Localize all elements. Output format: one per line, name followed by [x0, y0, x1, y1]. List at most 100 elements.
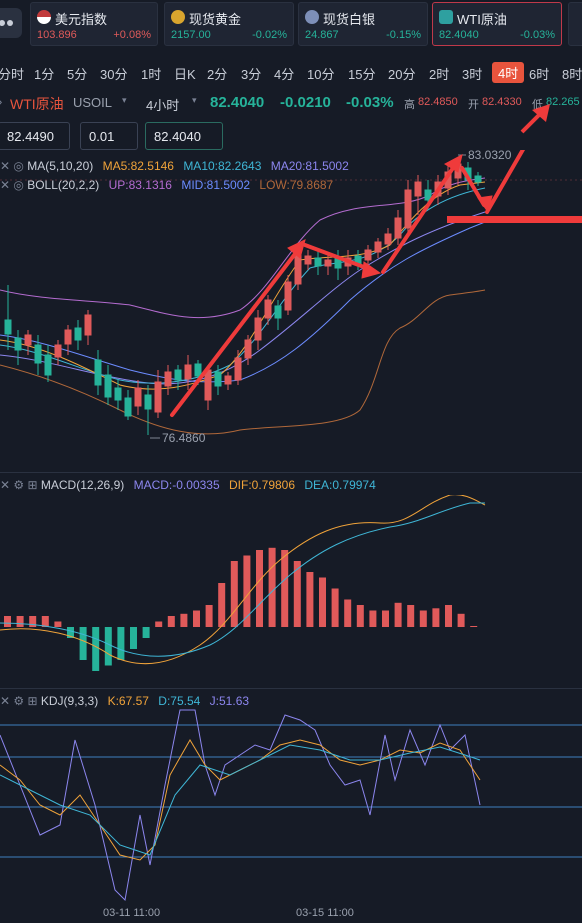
- tab-timeframe[interactable]: 4分: [274, 67, 295, 82]
- sell-price-field[interactable]: 82.4490: [0, 122, 70, 150]
- candle: [164, 365, 172, 395]
- tab-timeframe[interactable]: 20分: [388, 67, 416, 82]
- j-line: [0, 709, 481, 902]
- macd-bar: [41, 616, 49, 627]
- tab-timeframe[interactable]: 8时: [562, 67, 582, 82]
- quote-card-dxy[interactable]: 美元指数 103.896 +0.08%: [30, 2, 158, 46]
- boll-upper-line: [0, 177, 486, 319]
- buy-price-field[interactable]: 82.4040: [145, 122, 223, 150]
- macd-bar: [79, 627, 87, 660]
- macd-bar: [356, 605, 364, 627]
- close-icon[interactable]: ✕ ⚙ ⊞: [0, 478, 41, 492]
- tab-timeframe[interactable]: 6时: [529, 67, 550, 82]
- boll-mid-line: [0, 221, 486, 383]
- macd-bar: [256, 550, 263, 627]
- candle: [374, 238, 382, 258]
- dif-line: [0, 495, 486, 665]
- macd-bar: [382, 610, 389, 627]
- ma20-line: [0, 211, 486, 385]
- candle: [54, 340, 62, 365]
- candle: [224, 372, 232, 390]
- oil-icon: [439, 10, 453, 24]
- tab-timeframe[interactable]: 10分: [307, 67, 335, 82]
- candle: [214, 365, 222, 395]
- lot-size-field[interactable]: 0.01: [80, 122, 138, 150]
- quote-card-wti[interactable]: WTI原油 82.4040 -0.03%: [432, 2, 562, 46]
- collapse-icon[interactable]: ›: [0, 94, 2, 109]
- tab-timeframe[interactable]: 30分: [100, 67, 128, 82]
- macd-bar: [4, 616, 11, 627]
- tab-timeframe[interactable]: 2时: [429, 67, 450, 82]
- menu-icon[interactable]: [0, 8, 22, 38]
- quote-card-silver[interactable]: 现货白银 24.867 -0.15%: [298, 2, 428, 46]
- tab-timeframe[interactable]: 2分: [207, 67, 228, 82]
- boll-low-value: LOW:79.8687: [259, 178, 334, 192]
- symbol-name[interactable]: WTI原油: [10, 96, 64, 112]
- tab-timeframe[interactable]: 5分: [67, 67, 88, 82]
- tab-timeframe-selected[interactable]: 4时: [492, 62, 525, 83]
- quote-name: 现货黄金: [189, 12, 242, 27]
- macd-bar: [193, 610, 200, 627]
- price-chart[interactable]: 83.0320 76.4860: [0, 150, 582, 472]
- macd-bar: [394, 602, 402, 627]
- period-select[interactable]: 4小时: [146, 98, 180, 113]
- macd-bar: [419, 610, 427, 627]
- tab-timeframe[interactable]: 3时: [462, 67, 483, 82]
- quote-bar: 美元指数 103.896 +0.08% 现货黄金 2157.00 -0.02% …: [0, 0, 582, 50]
- candle: [184, 355, 192, 390]
- candle: [74, 320, 82, 350]
- macd-chart[interactable]: [0, 495, 582, 687]
- tab-timeframe[interactable]: 日K: [174, 67, 196, 82]
- dif-value: DIF:0.79806: [228, 478, 296, 492]
- tab-timeframe[interactable]: 1时: [141, 67, 162, 82]
- tab-timeframe[interactable]: 1分: [34, 67, 55, 82]
- macd-bar: [155, 621, 163, 627]
- quote-card-gold[interactable]: 现货黄金 2157.00 -0.02%: [164, 2, 294, 46]
- candle: [144, 385, 152, 435]
- tab-timeframe[interactable]: 3分: [241, 67, 262, 82]
- symbol-code: USOIL: [73, 95, 113, 110]
- panel-divider[interactable]: [0, 472, 582, 473]
- ma20-value: MA20:81.5002: [270, 159, 349, 173]
- quote-card-more[interactable]: [568, 2, 582, 46]
- macd-bar: [407, 605, 415, 627]
- candle: [104, 365, 112, 405]
- macd-bar: [331, 588, 339, 627]
- candle: [274, 300, 282, 330]
- candles: [4, 158, 482, 435]
- candle: [134, 380, 142, 415]
- eye-icon[interactable]: ✕ ◎: [0, 178, 28, 192]
- candle: [264, 295, 272, 325]
- tab-timeframe[interactable]: 15分: [348, 67, 376, 82]
- candle: [34, 335, 42, 375]
- candle: [154, 370, 162, 418]
- dea-value: DEA:0.79974: [304, 478, 376, 492]
- candle: [314, 250, 322, 275]
- candle: [404, 180, 412, 235]
- quote-change: -0.03%: [520, 29, 555, 41]
- eye-icon[interactable]: ✕ ◎: [0, 159, 28, 173]
- close-icon[interactable]: ✕ ⚙ ⊞: [0, 694, 41, 708]
- symbol-dropdown-icon[interactable]: ▾: [122, 95, 127, 105]
- kdj-chart[interactable]: [0, 705, 582, 905]
- candle: [44, 345, 52, 382]
- macd-bar: [230, 561, 238, 627]
- macd-legend: ✕ ⚙ ⊞ MACD(12,26,9) MACD:-0.00335 DIF:0.…: [0, 478, 376, 492]
- quote-value: 82.4040: [439, 29, 479, 41]
- symbol-header: › WTI原油 USOIL ▾ 4小时 ▾ 82.4040 -0.0210 -0…: [0, 92, 582, 116]
- macd-bar: [268, 547, 276, 627]
- panel-divider[interactable]: [0, 688, 582, 689]
- macd-bar: [92, 627, 100, 671]
- quote-change: +0.08%: [113, 29, 151, 41]
- candle: [304, 250, 312, 270]
- macd-bar: [470, 626, 478, 627]
- macd-bar: [54, 621, 62, 627]
- silver-icon: [305, 10, 319, 24]
- macd-bar: [243, 555, 251, 627]
- gold-icon: [171, 10, 185, 24]
- tab-timeframe[interactable]: 分时: [0, 67, 25, 82]
- low-label: 低: [532, 99, 543, 111]
- period-dropdown-icon[interactable]: ▾: [192, 95, 197, 105]
- candle: [384, 228, 392, 250]
- macd-title: MACD(12,26,9): [40, 478, 125, 492]
